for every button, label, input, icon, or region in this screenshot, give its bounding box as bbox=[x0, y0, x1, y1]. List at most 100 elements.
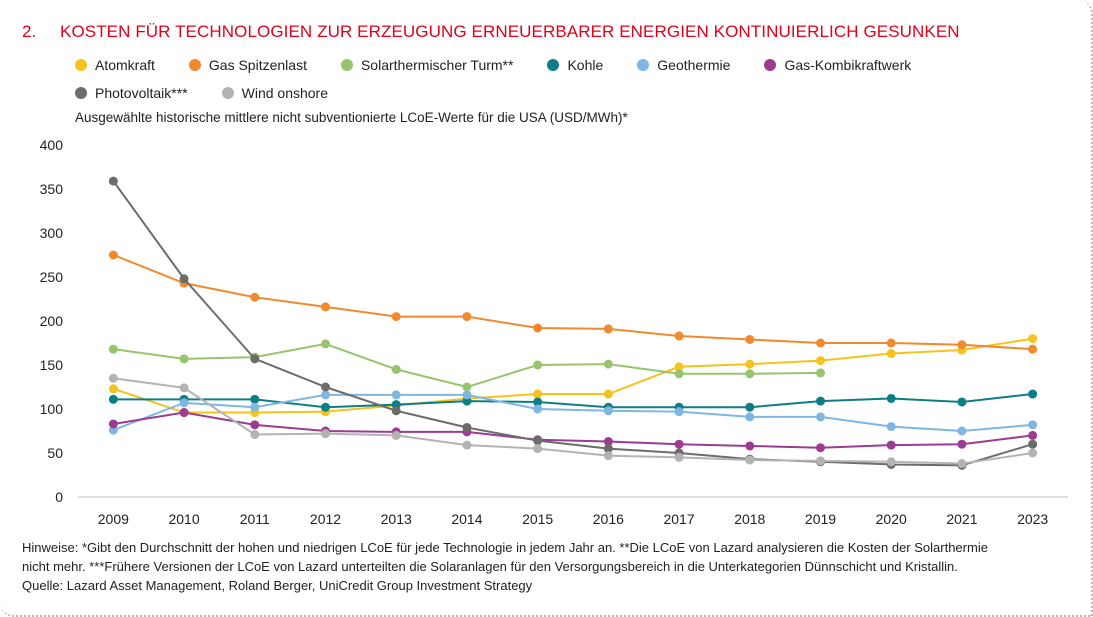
series-line-photovoltaik bbox=[112, 180, 1033, 467]
y-tick-label: 50 bbox=[47, 445, 63, 461]
footnote-line-1: Hinweise: *Gibt den Durchschnitt der hoh… bbox=[22, 540, 988, 555]
legend-marker bbox=[340, 59, 353, 71]
series-line-gas-spitzenlast bbox=[112, 254, 1033, 351]
data-point-gas-spitzenlast bbox=[391, 312, 401, 322]
data-point-geothermie bbox=[886, 422, 896, 432]
data-point-kohle bbox=[462, 396, 472, 406]
legend-row-2: Photovoltaik*** Wind onshore bbox=[75, 79, 1075, 107]
data-point-kohle bbox=[533, 397, 543, 407]
legend-label: Kohle bbox=[567, 57, 604, 73]
y-tick-label: 150 bbox=[40, 357, 64, 373]
data-point-solarthermischer-turm bbox=[108, 344, 118, 354]
x-tick-label: 2010 bbox=[168, 511, 199, 527]
x-tick-label: 2017 bbox=[663, 511, 694, 527]
x-tick-label: 2013 bbox=[381, 511, 412, 527]
data-point-geothermie bbox=[321, 390, 330, 400]
data-point-gas-kombikraftwerk bbox=[957, 439, 967, 449]
data-point-solarthermischer-turm bbox=[321, 339, 330, 349]
data-point-kohle bbox=[391, 400, 401, 410]
y-tick-label: 250 bbox=[40, 269, 64, 285]
data-point-gas-kombikraftwerk bbox=[674, 439, 684, 449]
data-point-wind-onshore bbox=[1028, 448, 1038, 458]
data-point-wind-onshore bbox=[886, 457, 896, 467]
data-point-gas-spitzenlast bbox=[533, 323, 543, 333]
x-tick-label: 2012 bbox=[310, 511, 341, 527]
data-point-wind-onshore bbox=[533, 444, 543, 454]
data-point-solarthermischer-turm bbox=[674, 369, 684, 379]
data-point-solarthermischer-turm bbox=[603, 359, 613, 369]
series-line-atomkraft bbox=[113, 337, 1033, 414]
series-line-wind-onshore bbox=[113, 377, 1033, 465]
data-point-gas-spitzenlast bbox=[1028, 344, 1038, 354]
data-point-gas-spitzenlast bbox=[603, 324, 613, 334]
legend-marker bbox=[75, 87, 87, 99]
x-tick-label: 2014 bbox=[451, 511, 482, 527]
x-tick-label: 2011 bbox=[240, 511, 270, 527]
footnote-line-2: nicht mehr. ***Frühere Versionen der LCo… bbox=[22, 559, 958, 574]
legend-item-photovoltaik: Photovoltaik*** bbox=[75, 85, 188, 101]
data-point-gas-spitzenlast bbox=[321, 302, 330, 312]
x-tick-label: 2009 bbox=[98, 511, 129, 527]
data-point-geothermie bbox=[108, 425, 118, 435]
data-point-wind-onshore bbox=[108, 373, 118, 383]
data-point-geothermie bbox=[462, 390, 472, 400]
legend-label: Geothermie bbox=[657, 57, 731, 73]
figure-title: 2. KOSTEN FÜR TECHNOLOGIEN ZUR ERZEUGUNG … bbox=[22, 22, 960, 42]
data-point-geothermie bbox=[603, 406, 613, 416]
data-point-solarthermischer-turm bbox=[179, 354, 189, 364]
legend-item-solarthermischer-turm: Solarthermischer Turm** bbox=[340, 57, 513, 73]
legend-label: Gas-Kombikraftwerk bbox=[784, 57, 912, 73]
data-point-geothermie bbox=[745, 412, 755, 422]
chart-legend: Atomkraft Gas Spitzenlast Solarthermisch… bbox=[75, 51, 1075, 107]
legend-item-gas-spitzenlast: Gas Spitzenlast bbox=[188, 57, 307, 73]
data-point-gas-kombikraftwerk bbox=[1028, 430, 1038, 440]
data-point-atomkraft bbox=[603, 389, 613, 399]
data-point-photovoltaik bbox=[1028, 439, 1038, 449]
data-point-geothermie bbox=[674, 407, 684, 417]
data-point-solarthermischer-turm bbox=[745, 369, 755, 379]
data-point-wind-onshore bbox=[674, 452, 684, 462]
data-point-wind-onshore bbox=[745, 455, 755, 465]
x-tick-label: 2021 bbox=[946, 511, 977, 527]
legend-label: Wind onshore bbox=[241, 85, 329, 101]
data-point-geothermie bbox=[533, 404, 543, 414]
figure-number: 2. bbox=[22, 22, 37, 41]
data-point-kohle bbox=[886, 393, 896, 403]
legend-item-geothermie: Geothermie bbox=[637, 57, 730, 73]
legend-marker bbox=[221, 87, 234, 99]
data-point-gas-kombikraftwerk bbox=[816, 443, 825, 453]
y-tick-label: 400 bbox=[40, 137, 64, 153]
legend-item-kohle: Kohle bbox=[547, 57, 603, 73]
data-point-kohle bbox=[816, 396, 825, 406]
legend-marker bbox=[75, 59, 87, 71]
y-tick-label: 350 bbox=[40, 181, 64, 197]
data-point-geothermie bbox=[1028, 420, 1038, 430]
data-point-kohle bbox=[321, 402, 330, 412]
chart-subtitle: Ausgewählte historische mittlere nicht s… bbox=[75, 110, 628, 125]
figure-title-text: KOSTEN FÜR TECHNOLOGIEN ZUR ERZEUGUNG ER… bbox=[60, 22, 960, 41]
legend-item-gas-kombikraftwerk: Gas-Kombikraftwerk bbox=[764, 57, 911, 73]
data-point-wind-onshore bbox=[603, 451, 613, 461]
data-point-photovoltaik bbox=[391, 406, 401, 416]
footnotes: Hinweise: *Gibt den Durchschnitt der hoh… bbox=[22, 538, 1072, 595]
data-point-kohle bbox=[957, 397, 967, 407]
data-point-atomkraft bbox=[674, 362, 684, 372]
series-line-gas-kombikraftwerk bbox=[113, 411, 1033, 449]
data-point-wind-onshore bbox=[462, 440, 472, 450]
legend-item-atomkraft: Atomkraft bbox=[75, 57, 155, 73]
data-point-gas-kombikraftwerk bbox=[886, 440, 896, 450]
data-point-geothermie bbox=[179, 398, 189, 408]
legend-marker bbox=[188, 59, 201, 71]
data-point-atomkraft bbox=[886, 349, 896, 359]
data-point-gas-spitzenlast bbox=[108, 250, 118, 260]
source-note: Quelle: Lazard Asset Management, Roland … bbox=[22, 578, 533, 593]
data-point-photovoltaik bbox=[250, 354, 260, 364]
data-point-wind-onshore bbox=[391, 430, 401, 440]
data-point-kohle bbox=[250, 394, 260, 404]
data-point-gas-spitzenlast bbox=[816, 338, 825, 348]
x-tick-label: 2018 bbox=[734, 511, 765, 527]
legend-label: Atomkraft bbox=[95, 57, 155, 73]
data-point-gas-spitzenlast bbox=[957, 340, 967, 350]
data-point-geothermie bbox=[391, 390, 401, 400]
